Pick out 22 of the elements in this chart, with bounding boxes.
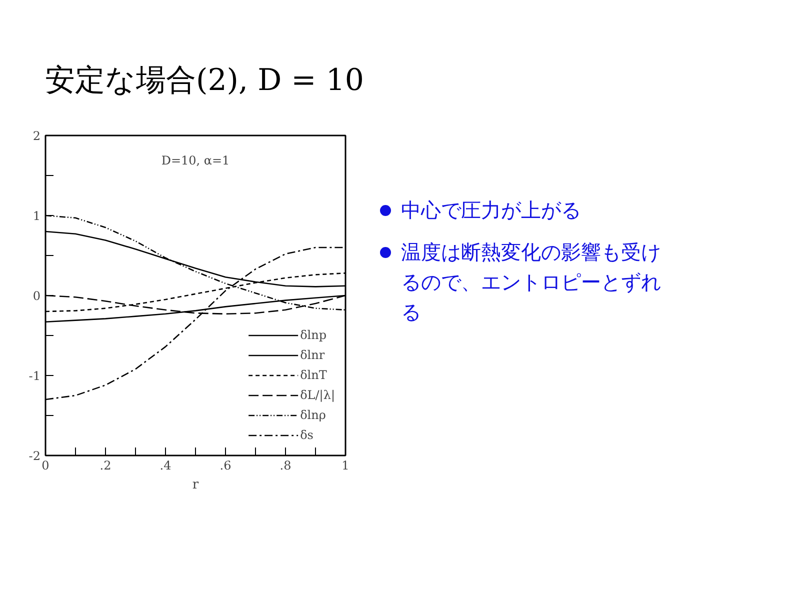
legend-label: δL/|λ| <box>300 388 335 402</box>
x-tick-label: .6 <box>220 458 232 472</box>
y-tick-label: 0 <box>32 289 41 303</box>
x-tick-label: .4 <box>160 458 172 472</box>
chart-title: 安定な場合(2), D = 10 <box>45 62 364 100</box>
y-tick-label: 2 <box>32 129 41 143</box>
annotation: D=10, α=1 <box>161 154 230 168</box>
legend-label: δlnT <box>300 368 327 382</box>
legend-label: δlnρ <box>300 408 326 422</box>
legend-label: δlnp <box>300 328 327 342</box>
legend-label: δlnr <box>300 348 325 362</box>
legend-label: δs <box>300 428 314 442</box>
bullet: 温度は断熱変化の影響も受けるので、エントロピーとずれる <box>380 237 680 327</box>
x-axis-title: r <box>192 478 200 492</box>
x-tick-label: 1 <box>342 458 350 472</box>
x-tick-label: 0 <box>42 458 50 472</box>
y-tick-label: -1 <box>28 369 41 383</box>
x-tick-label: .8 <box>280 458 292 472</box>
y-tick-label: -2 <box>28 449 41 463</box>
bullet: 中心で圧力が上がる <box>380 195 680 225</box>
x-tick-label: .2 <box>100 458 112 472</box>
y-tick-label: 1 <box>32 209 41 223</box>
